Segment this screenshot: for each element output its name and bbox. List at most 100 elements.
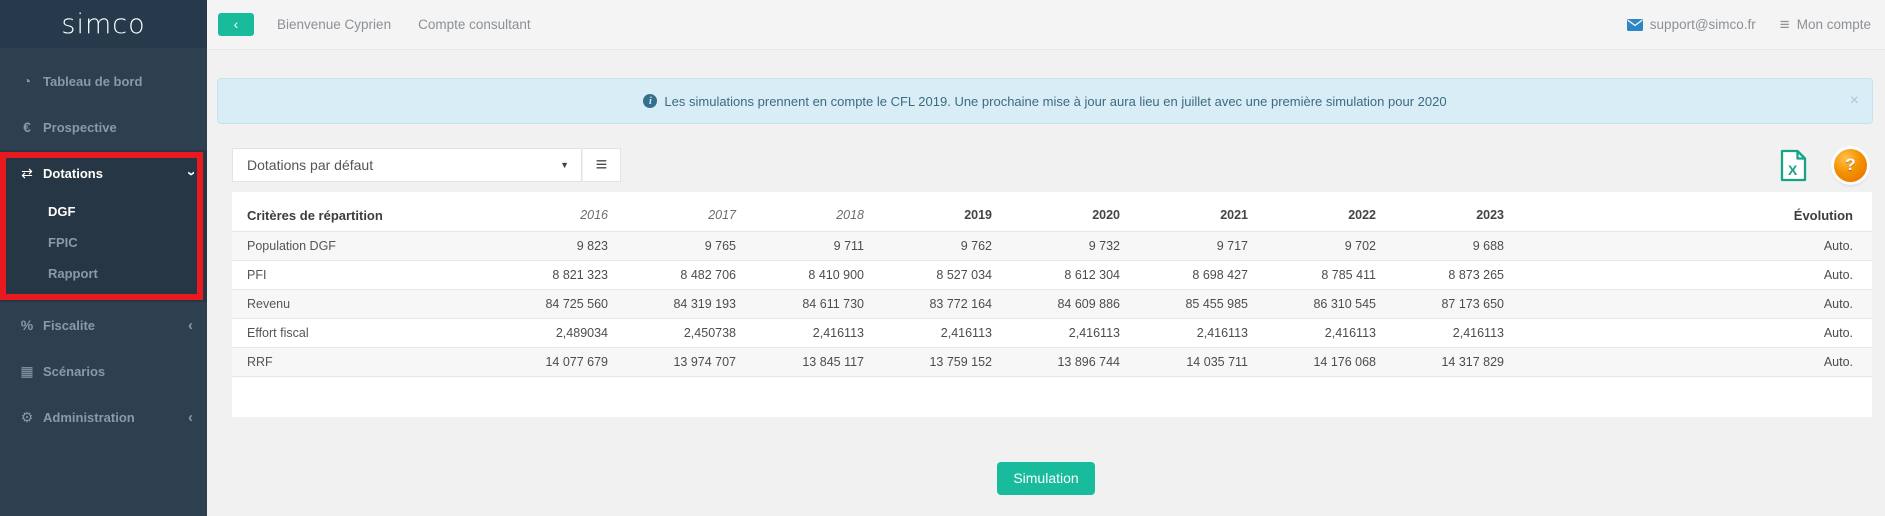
evolution-cell[interactable]: Auto. (1823, 354, 1853, 369)
caret-down-icon: ▼ (560, 160, 569, 170)
sidebar-item-label: Dotations (43, 165, 103, 181)
simulation-select[interactable]: Dotations par défaut ▼ (232, 148, 582, 182)
value-cell: 2,416113 (940, 325, 992, 340)
simulation-options-button[interactable]: ≡ (582, 148, 621, 182)
value-cell: 2,416113 (1068, 325, 1120, 340)
value-cell: 13 974 707 (673, 354, 736, 369)
criteria-table: Critères de répartition 2016 2017 2018 2019… (232, 200, 1872, 377)
question-mark-icon: ? (1845, 155, 1856, 174)
percent-icon: % (20, 317, 34, 333)
value-cell: 9 688 (1472, 238, 1504, 253)
sidebar-item-prospective[interactable]: € Prospective (0, 104, 207, 150)
evolution-cell[interactable]: Auto. (1823, 296, 1853, 311)
value-cell: 9 702 (1344, 238, 1376, 253)
toolbar: Dotations par défaut ▼ ≡ X ? (232, 148, 1871, 182)
criteria-header: Critères de répartition (247, 207, 383, 223)
sidebar-item-label: Scénarios (43, 363, 106, 379)
year-header-2023: 2023 (1476, 208, 1504, 223)
value-cell: 2,416113 (1452, 325, 1504, 340)
sidebar-item-label: Administration (43, 409, 135, 425)
exchange-icon: ⇄ (21, 164, 33, 181)
value-cell: 86 310 545 (1313, 296, 1376, 311)
value-cell: 83 772 164 (929, 296, 992, 311)
sidebar-item-label: Fiscalite (43, 317, 96, 333)
value-cell: 8 873 265 (1448, 267, 1504, 282)
evolution-header: Évolution (1793, 207, 1853, 223)
value-cell: 13 759 152 (929, 354, 992, 369)
bars-icon: ≡ (595, 153, 608, 176)
value-cell: 2,450738 (683, 325, 736, 340)
close-icon[interactable]: × (1849, 92, 1859, 109)
account-type-text: Compte consultant (418, 17, 531, 32)
info-icon: i (643, 94, 658, 108)
year-header-2019: 2019 (964, 208, 992, 223)
value-cell: 13 896 744 (1057, 354, 1120, 369)
collapse-sidebar-button[interactable]: ‹ (218, 13, 254, 36)
value-cell: 85 455 985 (1185, 296, 1248, 311)
euro-icon: € (23, 119, 31, 135)
value-cell: 2,416113 (1324, 325, 1376, 340)
gauge-icon: ◔ (22, 73, 32, 89)
sidebar-item-tableau-de-bord[interactable]: ◔ Tableau de bord (0, 58, 207, 104)
table-row-effort-fiscal: Effort fiscal 2,489034 2,450738 2,416113 2,4… (232, 318, 1872, 347)
row-label: Population DGF (247, 238, 336, 253)
chevron-down-icon: ‹ (182, 170, 199, 176)
chevron-left-icon: ‹ (188, 316, 193, 334)
svg-text:X: X (1788, 162, 1798, 178)
simulation-button[interactable]: Simulation (997, 461, 1095, 495)
sidebar-item-administration[interactable]: ⚙ Administration ‹ (0, 394, 207, 440)
evolution-cell[interactable]: Auto. (1823, 267, 1853, 282)
value-cell: 8 785 411 (1321, 267, 1376, 282)
sidebar-item-label: Tableau de bord (43, 73, 143, 89)
export-excel-button[interactable]: X (1779, 149, 1808, 182)
sidebar-item-dgf[interactable]: DGF (48, 204, 76, 219)
year-header-2021: 2021 (1220, 208, 1248, 223)
value-cell: 9 717 (1216, 238, 1248, 253)
value-cell: 2,416113 (1196, 325, 1248, 340)
simulation-select-value: Dotations par défaut (247, 157, 374, 173)
value-cell: 2,416113 (812, 325, 864, 340)
main-area: ‹ Bienvenue Cyprien Compte consultant su… (207, 0, 1885, 516)
chevron-left-icon: ‹ (233, 16, 239, 32)
value-cell: 14 317 829 (1441, 354, 1504, 369)
sidebar-item-rapport[interactable]: Rapport (48, 266, 98, 281)
grid-icon: ▦ (20, 362, 34, 379)
bars-icon: ≡ (1779, 14, 1790, 34)
help-button[interactable]: ? (1834, 148, 1867, 182)
value-cell: 9 762 (960, 238, 992, 253)
value-cell: 8 698 427 (1192, 267, 1248, 282)
year-header-2017: 2017 (708, 208, 736, 223)
value-cell: 8 821 323 (552, 267, 608, 282)
evolution-cell[interactable]: Auto. (1823, 325, 1853, 340)
year-header-2018: 2018 (836, 208, 864, 223)
sidebar-nav: ◔ Tableau de bord € Prospective ⇄ Dotations ‹ D… (0, 48, 207, 440)
excel-file-icon: X (1780, 149, 1807, 181)
table-header-row: Critères de répartition 2016 2017 2018 2019… (232, 200, 1872, 231)
sidebar-item-dotations[interactable]: ⇄ Dotations ‹ (0, 150, 207, 196)
sidebar-item-fpic[interactable]: FPIC (48, 235, 78, 250)
sidebar-item-fiscalite[interactable]: % Fiscalite ‹ (0, 302, 207, 348)
my-account-label: Mon compte (1796, 17, 1871, 32)
welcome-text: Bienvenue Cyprien (277, 17, 392, 32)
value-cell: 9 823 (576, 238, 608, 253)
my-account-menu[interactable]: ≡ Mon compte (1780, 15, 1871, 35)
mail-icon (1626, 18, 1643, 31)
info-banner-text: Les simulations prennent en compte le CF… (664, 93, 1447, 109)
support-email-text: support@simco.fr (1649, 17, 1756, 32)
sidebar-submenu: DGF FPIC Rapport (0, 196, 207, 302)
value-cell: 8 482 706 (680, 267, 736, 282)
sidebar-item-scenarios[interactable]: ▦ Scénarios (0, 348, 207, 394)
value-cell: 8 410 900 (808, 267, 864, 282)
support-email-link[interactable]: support@simco.fr (1626, 17, 1756, 32)
row-label: Effort fiscal (247, 325, 309, 340)
topbar-right: support@simco.fr ≡ Mon compte (1626, 15, 1871, 35)
sidebar: simco ◔ Tableau de bord € Prospective ⇄ Dotat… (0, 0, 207, 516)
row-label: Revenu (247, 296, 291, 311)
evolution-cell[interactable]: Auto. (1823, 238, 1853, 253)
chevron-left-icon: ‹ (188, 408, 193, 426)
value-cell: 8 527 034 (936, 267, 992, 282)
gear-icon: ⚙ (20, 408, 34, 425)
table-row-pfi: PFI 8 821 323 8 482 706 8 410 900 8 527 034 8… (232, 260, 1872, 289)
value-cell: 87 173 650 (1441, 296, 1504, 311)
table-row-rrf: RRF 14 077 679 13 974 707 13 845 117 13 759 … (232, 347, 1872, 376)
